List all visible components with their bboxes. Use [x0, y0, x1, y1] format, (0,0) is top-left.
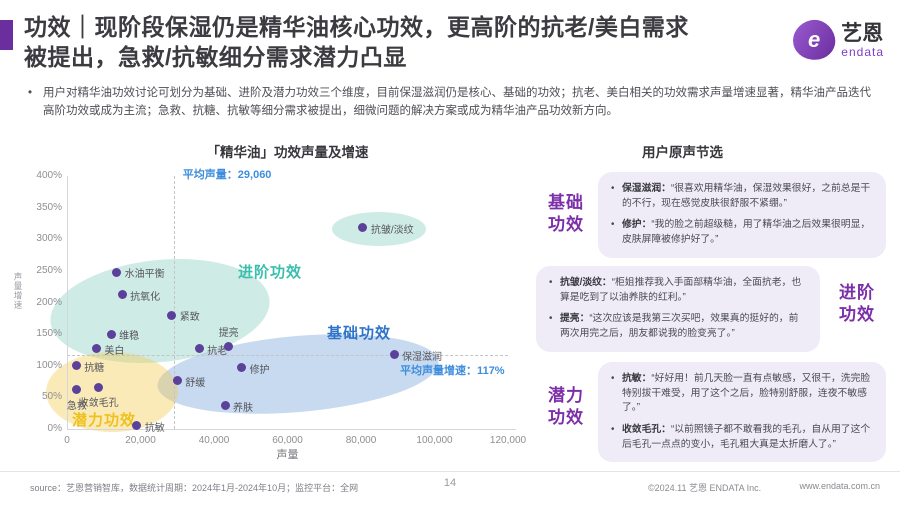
- data-point-label: 保湿滋润: [402, 351, 443, 363]
- x-tick-label: 80,000: [345, 435, 377, 446]
- zone-antiwrinkle-zone: [332, 212, 426, 246]
- data-point-label: 抗糖: [84, 362, 105, 374]
- summary-bullet-text: 用户对精华油功效讨论可划分为基础、进阶及潜力功效三个维度，目前保湿滋润仍是核心、…: [26, 85, 882, 121]
- source-note: source：艺恩营销智库，数据统计周期：2024年1月-2024年10月；监控…: [30, 483, 359, 493]
- quote-box-potential: 抗敏：“好好用！前几天脸一直有点敏感，又很干，洗完脸特别拔干难受，用了这个之后，…: [598, 362, 886, 463]
- data-point-label: 修护: [249, 364, 270, 376]
- x-tick-label: 60,000: [272, 435, 303, 446]
- y-tick-label: 400%: [36, 170, 62, 181]
- x-tick-label: 120,000: [489, 435, 527, 446]
- y-tick-label: 200%: [36, 296, 62, 308]
- y-axis-title: 声量增速: [13, 272, 23, 310]
- x-axis-line: [67, 429, 516, 430]
- data-point: [117, 290, 127, 300]
- logo-brand-cn: 艺恩: [841, 21, 884, 45]
- data-point-label: 舒缓: [185, 377, 206, 389]
- data-point: [91, 344, 101, 354]
- x-tick-label: 100,000: [416, 435, 453, 446]
- endata-e-icon: e: [789, 16, 839, 64]
- data-point: [220, 401, 230, 411]
- website-text: www.endata.com.cn: [799, 481, 880, 491]
- summary-paragraph: 用户对精华油功效讨论可划分为基础、进阶及潜力功效三个维度，目前保湿滋润仍是核心、…: [26, 85, 882, 121]
- data-point: [106, 329, 116, 339]
- data-point: [72, 385, 82, 395]
- group-label-basic: 基础 功效: [548, 193, 584, 235]
- voice-panel-title: 用户原声节选: [642, 145, 723, 160]
- data-point: [132, 421, 142, 431]
- group-label-potential: 潜力 功效: [548, 386, 584, 428]
- avg-volume-annotation: 平均声量：29,060: [182, 169, 272, 181]
- group-label-advanced: 进阶 功效: [839, 283, 875, 325]
- data-point: [71, 361, 81, 371]
- page-title-line2: 被提出，急救/抗敏细分需求潜力凸显: [24, 43, 407, 70]
- data-point-label: 养肤: [233, 402, 254, 414]
- data-point: [94, 382, 104, 392]
- zone-basic-zone: [154, 323, 442, 425]
- data-point-label: 美白: [104, 345, 125, 357]
- y-tick-label: 150%: [36, 328, 62, 340]
- endata-logo: e 艺恩 endata: [789, 16, 884, 64]
- quote-item: 提亮：“这次应该是我第三次买吧，效果真的挺好的，前两次用完之后，朋友都说我的脸变…: [548, 312, 808, 341]
- quote-item: 抗敏：“好好用！前几天脸一直有点敏感，又很干，洗完脸特别拔干难受，用了这个之后，…: [610, 372, 874, 416]
- data-point: [389, 350, 399, 360]
- y-tick-label: 350%: [36, 201, 62, 213]
- y-tick-label: 0%: [47, 423, 62, 434]
- page-number: 14: [443, 477, 457, 489]
- logo-brand-en: endata: [841, 44, 884, 59]
- data-point-label: 紧致: [179, 312, 200, 324]
- data-point: [194, 344, 204, 354]
- data-point-label: 抗敏: [144, 422, 165, 434]
- zone-advanced-zone: [45, 248, 275, 374]
- y-tick-label: 250%: [36, 264, 62, 276]
- data-point: [237, 363, 247, 373]
- quote-box-advanced: 抗皱/淡纹：“柜姐推荐我入手面部精华油，全面抗老，也算是吃到了以油养肤的红利。”…: [536, 266, 820, 352]
- zone-label-basic-zone: 基础功效: [327, 325, 392, 342]
- quote-item: 抗皱/淡纹：“柜姐推荐我入手面部精华油，全面抗老，也算是吃到了以油养肤的红利。”: [548, 276, 808, 305]
- quote-box-basic: 保湿滋润：“很喜欢用精华油，保湿效果很好，之前总是干的不行，现在感觉皮肤很舒服不…: [598, 172, 886, 258]
- avg-growth-annotation: 平均声量增速：117%: [400, 364, 505, 377]
- data-point-label: 抗老: [207, 345, 228, 357]
- data-point-label: 收敛毛孔: [78, 398, 119, 410]
- avg-volume-line: [173, 176, 175, 429]
- data-point-label: 提亮: [218, 328, 239, 340]
- data-point: [167, 310, 177, 320]
- y-tick-label: 100%: [36, 359, 62, 371]
- quote-item: 保湿滋润：“很喜欢用精华油，保湿效果很好，之前总是干的不行，现在感觉皮肤很舒服不…: [610, 182, 874, 211]
- chart-title: 「精华油」功效声量及增速: [206, 145, 369, 160]
- data-point-label: 水油平衡: [124, 269, 165, 281]
- zone-label-potential-zone: 潜力功效: [72, 412, 137, 429]
- x-tick-label: 20,000: [125, 435, 156, 446]
- zone-label-advanced-zone: 进阶功效: [238, 264, 303, 281]
- data-point: [172, 376, 182, 386]
- zone-potential-zone: [46, 352, 178, 432]
- footer-divider: [0, 471, 900, 472]
- data-point-label: 急救: [66, 400, 87, 412]
- quote-item: 收敛毛孔：“以前照镜子都不敢看我的毛孔，自从用了这个后毛孔一点点的变小，毛孔粗大…: [610, 423, 874, 452]
- data-point-label: 维稳: [119, 331, 140, 343]
- data-point: [224, 341, 234, 351]
- y-tick-label: 50%: [41, 391, 62, 403]
- logo-text: 艺恩 endata: [841, 23, 884, 58]
- x-axis-title: 声量: [276, 449, 299, 461]
- data-point: [358, 223, 368, 233]
- data-point: [112, 267, 122, 277]
- x-tick-label: 40,000: [198, 435, 230, 446]
- data-point-label: 抗皱/淡纹: [370, 224, 414, 236]
- y-axis-line: [67, 176, 68, 429]
- title-accent-bar: [0, 20, 13, 50]
- copyright-text: ©2024.11 艺恩 ENDATA Inc.: [648, 483, 762, 493]
- avg-growth-line: [67, 354, 508, 356]
- quote-item: 修护：“我的脸之前超级糙，用了精华油之后效果很明显，皮肤屏障被修护好了。”: [610, 218, 874, 247]
- x-tick-label: 0: [64, 435, 70, 446]
- y-tick-label: 300%: [36, 233, 62, 245]
- page-title-line1: 功效｜现阶段保湿仍是精华油核心功效，更高阶的抗老/美白需求: [24, 14, 689, 40]
- page-title: 功效｜现阶段保湿仍是精华油核心功效，更高阶的抗老/美白需求 被提出，急救/抗敏细…: [24, 13, 789, 73]
- data-point-label: 抗氧化: [130, 291, 161, 303]
